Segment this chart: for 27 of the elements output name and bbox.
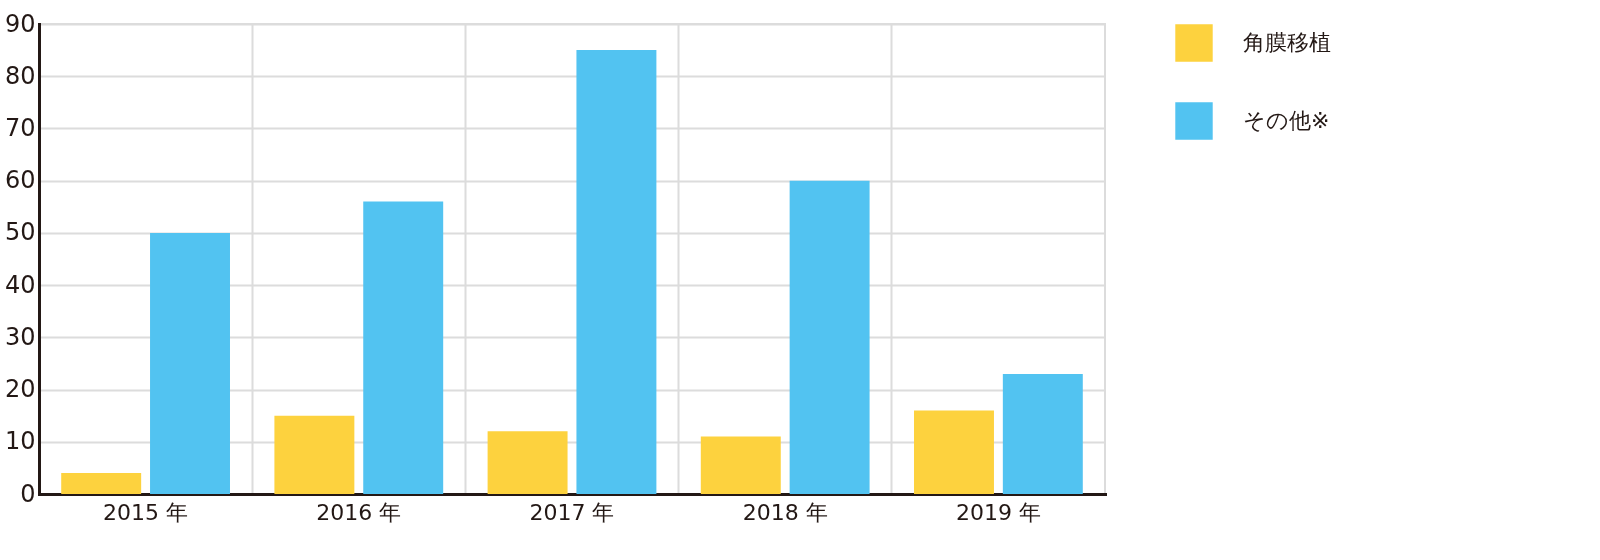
- y-tick-label: 70: [4, 113, 36, 142]
- bar: [576, 50, 657, 494]
- bar: [1002, 373, 1083, 494]
- x-tick-label: 2015 年: [103, 499, 189, 525]
- legend-label: 角膜移植: [1243, 30, 1331, 55]
- x-tick-label: 2017 年: [529, 499, 615, 525]
- bar: [61, 473, 142, 494]
- bar: [150, 232, 230, 494]
- bar: [700, 436, 781, 494]
- y-tick-label: 60: [4, 166, 36, 195]
- y-tick-label: 10: [4, 427, 36, 456]
- x-tick-label: 2018 年: [742, 499, 828, 525]
- y-tick-label: 40: [4, 270, 36, 299]
- bar: [487, 431, 568, 494]
- y-tick-label: 30: [4, 322, 36, 351]
- x-tick-label: 2016 年: [316, 499, 402, 525]
- y-tick-label: 0: [20, 479, 36, 508]
- bar: [914, 410, 994, 494]
- bar: [274, 415, 355, 494]
- y-tick-label: 20: [4, 375, 36, 404]
- y-tick-label: 80: [4, 61, 36, 90]
- y-tick-label: 50: [4, 218, 36, 247]
- x-tick-label: 2019 年: [955, 499, 1041, 525]
- y-tick-label: 90: [4, 9, 36, 38]
- bar: [789, 180, 870, 494]
- legend-label: その他※: [1243, 108, 1330, 133]
- bar: [363, 201, 444, 494]
